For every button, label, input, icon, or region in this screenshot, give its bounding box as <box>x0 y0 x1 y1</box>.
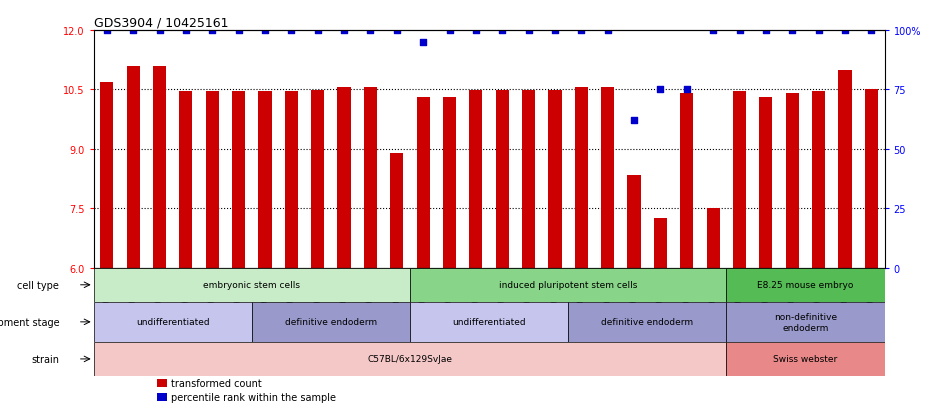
Point <box>442 28 457 34</box>
Text: embryonic stem cells: embryonic stem cells <box>203 280 300 290</box>
Point <box>784 28 799 34</box>
Point <box>548 28 563 34</box>
Point <box>99 28 114 34</box>
Text: induced pluripotent stem cells: induced pluripotent stem cells <box>499 280 637 290</box>
Bar <box>285 92 298 268</box>
Text: non-definitive
endoderm: non-definitive endoderm <box>774 312 837 332</box>
Text: Swiss webster: Swiss webster <box>773 355 838 363</box>
Text: GDS3904 / 10425161: GDS3904 / 10425161 <box>94 17 228 30</box>
Bar <box>726 342 885 376</box>
Point <box>680 87 695 93</box>
Point <box>310 28 325 34</box>
Point <box>706 28 721 34</box>
Bar <box>496 91 509 268</box>
Bar <box>157 393 168 401</box>
Bar <box>785 94 798 268</box>
Bar <box>548 91 562 268</box>
Text: definitive endoderm: definitive endoderm <box>601 318 694 327</box>
Bar <box>94 302 252 342</box>
Bar <box>94 268 410 302</box>
Point <box>205 28 220 34</box>
Bar <box>157 379 168 387</box>
Point <box>812 28 826 34</box>
Text: undifferentiated: undifferentiated <box>452 318 526 327</box>
Text: definitive endoderm: definitive endoderm <box>285 318 377 327</box>
Point <box>574 28 589 34</box>
Text: undifferentiated: undifferentiated <box>136 318 210 327</box>
Bar <box>654 218 667 268</box>
Bar <box>733 92 746 268</box>
Bar <box>443 98 456 268</box>
Bar <box>707 209 720 268</box>
Bar <box>94 342 726 376</box>
Point <box>416 40 431 46</box>
Bar <box>410 302 568 342</box>
Point <box>864 28 879 34</box>
Bar <box>258 92 271 268</box>
Bar <box>180 92 193 268</box>
Point <box>732 28 747 34</box>
Point <box>838 28 853 34</box>
Point <box>626 118 641 124</box>
Bar <box>726 302 885 342</box>
Point <box>337 28 352 34</box>
Bar <box>390 154 403 268</box>
Point <box>284 28 299 34</box>
Bar <box>601 88 614 268</box>
Bar <box>126 66 139 268</box>
Text: C57BL/6x129SvJae: C57BL/6x129SvJae <box>368 355 452 363</box>
Bar <box>153 66 166 268</box>
Point <box>231 28 246 34</box>
Bar <box>252 302 410 342</box>
Bar <box>206 92 219 268</box>
Bar <box>568 302 726 342</box>
Bar <box>232 92 245 268</box>
Point <box>257 28 272 34</box>
Point <box>389 28 404 34</box>
Point <box>468 28 483 34</box>
Point <box>758 28 773 34</box>
Point <box>125 28 140 34</box>
Text: cell type: cell type <box>18 280 59 290</box>
Bar <box>364 88 377 268</box>
Bar <box>522 91 535 268</box>
Text: E8.25 mouse embryo: E8.25 mouse embryo <box>757 280 854 290</box>
Bar <box>311 91 324 268</box>
Bar <box>726 268 885 302</box>
Bar <box>680 94 694 268</box>
Bar <box>100 82 113 268</box>
Bar <box>865 90 878 268</box>
Bar <box>839 71 852 268</box>
Bar <box>410 268 726 302</box>
Text: transformed count: transformed count <box>171 378 262 388</box>
Point <box>521 28 536 34</box>
Point <box>363 28 378 34</box>
Point <box>653 87 668 93</box>
Bar <box>469 91 482 268</box>
Bar <box>575 88 588 268</box>
Bar <box>812 92 826 268</box>
Point <box>495 28 510 34</box>
Point <box>600 28 615 34</box>
Point <box>152 28 167 34</box>
Bar <box>759 98 772 268</box>
Bar <box>627 175 640 268</box>
Text: development stage: development stage <box>0 317 59 327</box>
Bar <box>338 88 351 268</box>
Point <box>179 28 194 34</box>
Text: percentile rank within the sample: percentile rank within the sample <box>171 392 336 402</box>
Bar <box>417 98 430 268</box>
Text: strain: strain <box>31 354 59 364</box>
